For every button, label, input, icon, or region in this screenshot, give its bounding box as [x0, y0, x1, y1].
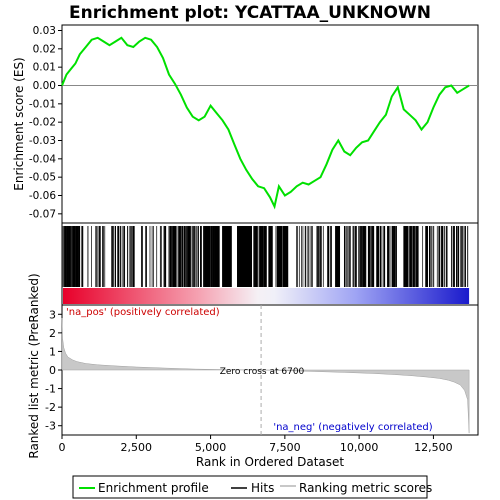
rank-y-tick-label: 3 [49, 308, 56, 321]
es-y-tick-label: -0.01 [29, 98, 56, 110]
es-y-tick-label: 0.03 [33, 25, 56, 37]
x-axis-label: Rank in Ordered Dataset [196, 455, 344, 469]
legend: Enrichment profile Hits Ranking metric s… [72, 475, 432, 499]
es-y-tick-label: -0.05 [29, 172, 56, 184]
legend-ranking-label: Ranking metric scores [299, 481, 432, 495]
es-y-tick-label: -0.07 [29, 208, 56, 220]
ranking-color-bar [63, 288, 470, 304]
x-axis-ticks: 0 2,500 5,000 7,500 10,000 12,500 [59, 435, 453, 454]
es-y-tick-label: -0.06 [29, 190, 56, 202]
rank-y-tick-label: -2 [45, 401, 56, 414]
es-y-axis-label: Enrichment score (ES) [12, 57, 26, 190]
enrichment-panel-frame [61, 24, 479, 224]
x-tick-label: 5,000 [195, 441, 227, 454]
legend-hits-label: Hits [251, 481, 274, 495]
es-y-tick-label: -0.03 [29, 135, 56, 147]
ranking-metric-area [61, 317, 470, 434]
rank-y-tick-label: -1 [45, 383, 56, 396]
es-y-tick-label: 0.02 [33, 43, 56, 55]
x-tick-label: 2,500 [121, 441, 153, 454]
x-tick-label: 0 [59, 441, 66, 454]
es-y-tick-label: 0.01 [33, 62, 56, 74]
rank-y-tick-label: -3 [45, 420, 56, 433]
es-y-tick-label: 0.00 [33, 80, 56, 92]
hit-marks [62, 226, 469, 287]
ranking-panel: 3 2 1 0 -1 -2 -3 'na_pos' (positively correlat… [27, 273, 479, 459]
enrichment-panel: 0.03 0.02 0.01 0.00 -0.01 -0.02 -0.03 -0.04 -0.0… [12, 24, 479, 224]
es-y-ticks: 0.03 0.02 0.01 0.00 -0.01 -0.02 -0.03 -0.04 -0.0… [29, 25, 62, 220]
negative-correlation-label: 'na_neg' (negatively correlated) [273, 422, 432, 433]
positive-correlation-label: 'na_pos' (positively correlated) [66, 307, 220, 318]
rank-y-ticks: 3 2 1 0 -1 -2 -3 [45, 308, 62, 433]
enrichment-profile-line [61, 36, 470, 210]
es-y-tick-label: -0.04 [29, 153, 56, 165]
hits-panel [61, 222, 479, 306]
rank-y-axis-label: Ranked list metric (PreRanked) [27, 273, 41, 458]
x-tick-label: 7,500 [269, 441, 301, 454]
chart-title: Enrichment plot: YCATTAA_UNKNOWN [69, 3, 431, 23]
zero-cross-label: Zero cross at 6700 [220, 367, 305, 377]
x-tick-label: 12,500 [414, 441, 453, 454]
legend-enrichment-label: Enrichment profile [98, 481, 209, 495]
rank-y-tick-label: 0 [49, 364, 56, 377]
rank-y-tick-label: 1 [49, 345, 56, 358]
rank-y-tick-label: 2 [49, 327, 56, 340]
es-y-tick-label: -0.02 [29, 117, 56, 129]
x-tick-label: 10,000 [340, 441, 379, 454]
legend-box [72, 475, 428, 499]
